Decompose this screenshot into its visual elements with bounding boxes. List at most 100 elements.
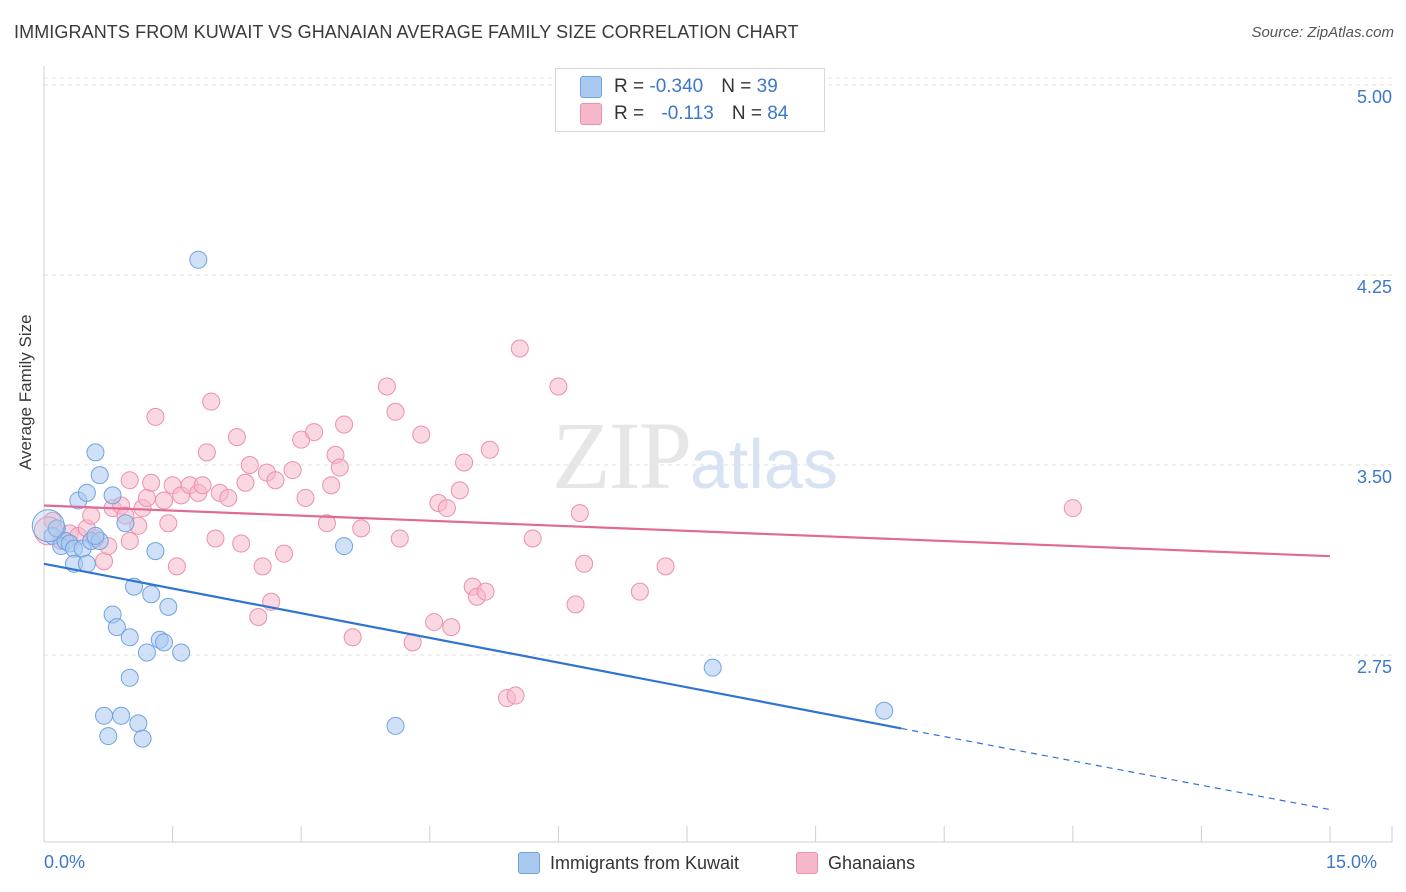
correlation-legend: R = -0.340 N = 39 R = -0.113 N = 84 xyxy=(555,68,825,132)
ghanaians-point xyxy=(450,481,469,500)
ghanaians-point xyxy=(296,488,315,507)
ghanaians-point xyxy=(386,402,405,421)
kuwait-point xyxy=(155,633,174,652)
ghanaians-point xyxy=(275,544,294,563)
ghanaians-point xyxy=(412,425,431,444)
source-label: Source: ZipAtlas.com xyxy=(1251,24,1394,41)
ghanaians-point xyxy=(425,613,444,632)
kuwait-point xyxy=(95,706,114,725)
ghanaians-point xyxy=(305,423,324,442)
legend-row-kuwait: R = -0.340 N = 39 xyxy=(580,76,778,100)
kuwait-point xyxy=(335,537,354,556)
x-tick-label-max: 15.0% xyxy=(1326,852,1378,872)
ghanaians-point xyxy=(343,628,362,647)
kuwait-point xyxy=(77,483,96,502)
ghanaians-point xyxy=(1063,499,1082,518)
ghanaians-point xyxy=(322,476,341,495)
ghanaians-point xyxy=(455,453,474,472)
y-tick-label: 3.50 xyxy=(1357,467,1392,487)
watermark-zip: ZIP xyxy=(552,402,692,509)
r-label: R = xyxy=(614,103,650,124)
kuwait-point xyxy=(875,701,894,720)
r-value: -0.340 xyxy=(649,76,704,97)
ghanaians-point xyxy=(283,461,302,480)
ghanaians-point xyxy=(142,473,161,492)
kuwait-point xyxy=(386,716,405,735)
ghanaians-point xyxy=(197,443,216,462)
kuwait-point xyxy=(47,519,66,538)
ghanaians-point xyxy=(120,532,139,550)
chart-title: IMMIGRANTS FROM KUWAIT VS GHANAIAN AVERA… xyxy=(14,22,799,42)
kuwait-points xyxy=(31,250,894,748)
ghanaians-point xyxy=(566,595,585,614)
kuwait-point xyxy=(120,628,139,647)
ghanaians-point xyxy=(82,506,101,525)
ghanaians-point xyxy=(476,582,495,601)
bottom-legend-ghanaians: Ghanaians xyxy=(796,852,915,875)
kuwait-legend-label: Immigrants from Kuwait xyxy=(550,852,740,873)
trend-lines xyxy=(43,504,1331,811)
ghanaians-point xyxy=(219,488,238,507)
ghanaians-points xyxy=(33,339,1082,708)
ghanaians-point xyxy=(155,491,174,510)
ghanaians-point xyxy=(227,428,246,447)
kuwait-point xyxy=(99,727,118,746)
kuwait-point xyxy=(189,250,208,269)
ghanaians-point xyxy=(236,473,255,492)
ghanaians-point xyxy=(206,529,225,548)
y-tick-labels: 2.75 3.50 4.25 5.00 xyxy=(1357,87,1392,677)
ghanaians-point xyxy=(480,440,499,459)
kuwait-point xyxy=(159,597,178,616)
ghanaians-point xyxy=(253,557,272,576)
kuwait-point xyxy=(90,466,109,485)
ghanaians-point xyxy=(549,377,568,396)
kuwait-point xyxy=(133,729,152,748)
kuwait-point xyxy=(129,714,148,733)
ghanaians-point xyxy=(390,529,409,548)
kuwait-point xyxy=(107,618,126,637)
ghanaians-point xyxy=(630,582,649,601)
ghanaians-point xyxy=(335,415,354,434)
kuwait-point xyxy=(86,526,105,545)
ghanaians-point xyxy=(506,686,525,705)
kuwait-point xyxy=(112,706,131,725)
ghanaians-point xyxy=(240,456,259,474)
kuwait-trend-extension xyxy=(901,727,1331,811)
ghanaians-trend-line xyxy=(43,504,1331,558)
kuwait-point xyxy=(103,486,122,505)
ghanaians-point xyxy=(146,407,165,426)
ghanaians-point xyxy=(523,529,542,548)
kuwait-point xyxy=(142,585,161,604)
ghanaians-point xyxy=(266,471,285,490)
ghanaians-point xyxy=(167,557,186,576)
legend-row-ghanaians: R = -0.113 N = 84 xyxy=(580,103,788,127)
kuwait-point xyxy=(137,643,156,662)
x-tick-label-min: 0.0% xyxy=(44,852,86,872)
ghanaians-point xyxy=(656,557,675,576)
ghanaians-legend-swatch xyxy=(796,852,818,875)
kuwait-point xyxy=(120,668,139,687)
ghanaians-point xyxy=(437,499,456,518)
n-label: N = xyxy=(731,103,768,124)
y-tick-label: 2.75 xyxy=(1357,657,1392,677)
kuwait-legend-swatch xyxy=(518,852,540,875)
ghanaians-swatch xyxy=(580,103,602,125)
ghanaians-point xyxy=(95,552,114,571)
ghanaians-point xyxy=(317,514,336,533)
ghanaians-point xyxy=(202,392,221,411)
y-tick-label: 5.00 xyxy=(1357,87,1392,107)
ghanaians-point xyxy=(377,377,396,396)
kuwait-point xyxy=(172,643,191,662)
kuwait-point xyxy=(86,443,105,462)
watermark-atlas: atlas xyxy=(690,425,838,503)
y-tick-label: 4.25 xyxy=(1357,277,1392,297)
ghanaians-point xyxy=(159,514,178,533)
ghanaians-point xyxy=(330,458,349,477)
kuwait-point-large xyxy=(31,509,65,543)
ghanaians-point xyxy=(510,339,529,358)
ghanaians-point xyxy=(442,618,461,637)
r-label: R = xyxy=(614,76,650,97)
kuwait-point xyxy=(146,542,165,561)
ghanaians-point xyxy=(137,488,156,507)
